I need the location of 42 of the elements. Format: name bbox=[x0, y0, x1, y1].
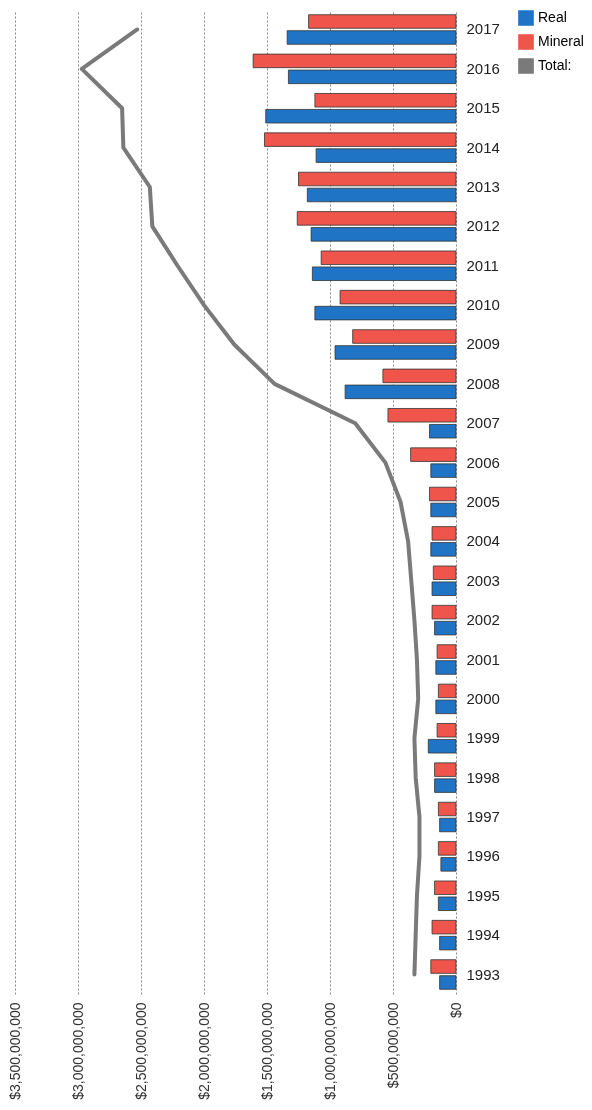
y-tick-label: 2007 bbox=[466, 414, 500, 432]
y-tick-label: 2013 bbox=[466, 177, 500, 195]
y-tick-label: 1997 bbox=[466, 808, 500, 826]
legend-label: Real bbox=[538, 9, 567, 25]
x-tick-label: $3,500,000,000 bbox=[6, 1002, 23, 1100]
y-tick-label: 2011 bbox=[466, 256, 499, 274]
y-tick-label: 2009 bbox=[466, 335, 500, 353]
x-tick-label: $1,000,000,000 bbox=[321, 1002, 338, 1100]
y-tick-label: 2001 bbox=[466, 650, 500, 668]
bar bbox=[429, 486, 457, 502]
y-tick-label: 2006 bbox=[466, 453, 500, 471]
bar bbox=[437, 801, 457, 817]
bar bbox=[430, 502, 457, 518]
y-tick-label: 1995 bbox=[466, 886, 500, 904]
x-tick-label: $2,000,000,000 bbox=[195, 1002, 212, 1100]
y-tick-label: 2005 bbox=[466, 493, 500, 510]
y-tick-label: 2003 bbox=[466, 571, 500, 589]
bar bbox=[298, 171, 457, 187]
y-tick-label: 2010 bbox=[466, 296, 500, 314]
bar bbox=[306, 187, 457, 203]
y-tick-label: 1993 bbox=[466, 965, 500, 983]
legend-label: Total: bbox=[538, 57, 572, 73]
y-tick-label: 1999 bbox=[466, 729, 500, 747]
y-tick-label: 2014 bbox=[466, 138, 500, 156]
x-tick-label: $500,000,000 bbox=[384, 1002, 401, 1089]
y-tick-label: 1994 bbox=[466, 926, 500, 944]
x-tick-label: $2,500,000,000 bbox=[132, 1002, 149, 1100]
bar bbox=[439, 817, 457, 833]
y-tick-label: 2016 bbox=[466, 59, 500, 77]
x-tick-label: $3,000,000,000 bbox=[69, 1002, 86, 1100]
y-tick-label: 1996 bbox=[466, 847, 500, 865]
y-tick-label: 2000 bbox=[466, 689, 500, 707]
y-tick-label: 2004 bbox=[466, 532, 500, 550]
y-tick-label: 2012 bbox=[466, 217, 500, 235]
y-tick-label: 2015 bbox=[466, 99, 500, 117]
y-tick-label: 1998 bbox=[466, 768, 500, 786]
legend-label: Mineral bbox=[538, 33, 584, 49]
x-tick-label: $0 bbox=[447, 1002, 464, 1019]
y-tick-label: 2017 bbox=[466, 20, 500, 38]
y-tick-label: 2008 bbox=[466, 374, 500, 392]
x-tick-label: $1,500,000,000 bbox=[258, 1002, 275, 1100]
y-tick-label: 2002 bbox=[466, 611, 500, 629]
